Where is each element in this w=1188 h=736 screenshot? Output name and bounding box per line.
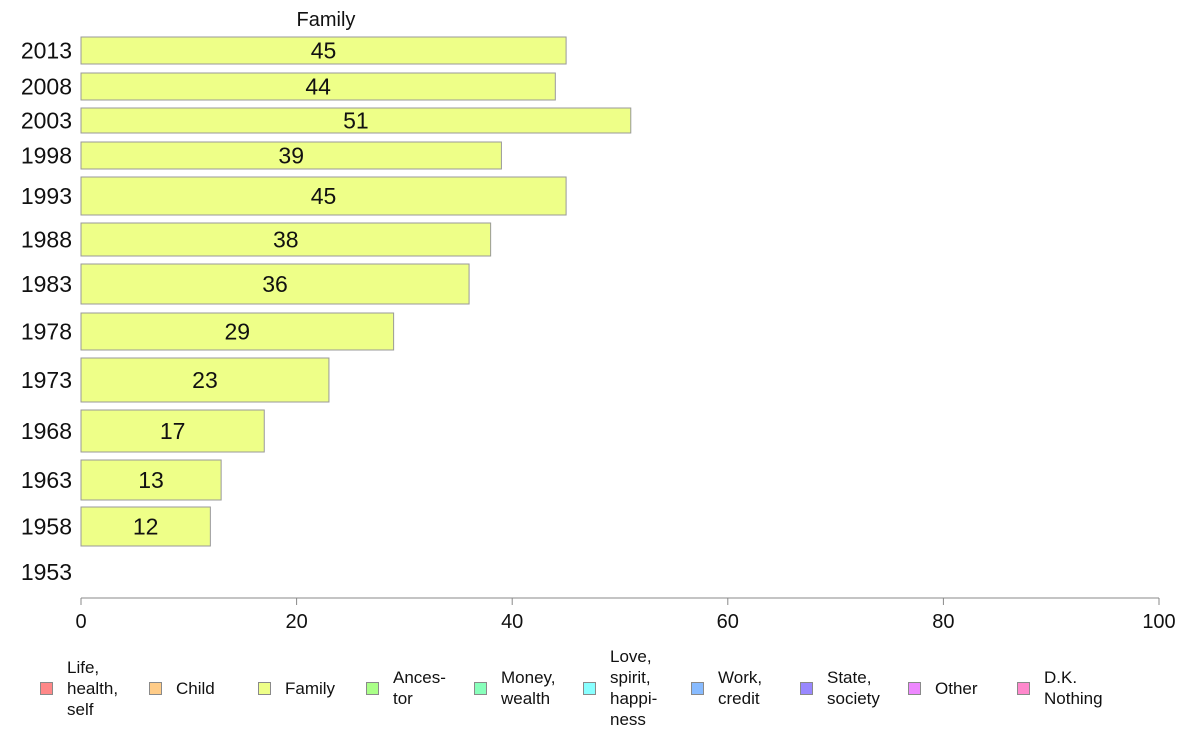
legend-label: Family bbox=[285, 678, 336, 698]
legend-swatch bbox=[149, 681, 162, 695]
x-tick-label-0: 0 bbox=[75, 611, 86, 633]
bar-2008 bbox=[80, 72, 556, 101]
legend-swatch bbox=[258, 681, 271, 695]
legend-swatch bbox=[908, 681, 921, 695]
bar-value-label-1963: 13 bbox=[138, 467, 164, 493]
legend-label: Life, health, self bbox=[67, 657, 119, 719]
year-label-1963: 1963 bbox=[21, 467, 72, 493]
legend-swatch bbox=[691, 681, 704, 695]
legend-item-8: Other bbox=[908, 640, 978, 736]
year-label-1993: 1993 bbox=[21, 183, 72, 209]
bar-1973 bbox=[80, 357, 330, 403]
bar-value-label-1973: 23 bbox=[192, 367, 218, 393]
bar-value-label-2013: 45 bbox=[311, 38, 337, 64]
year-label-1978: 1978 bbox=[21, 319, 72, 345]
year-label-1958: 1958 bbox=[21, 514, 72, 540]
year-label-1953: 1953 bbox=[21, 559, 72, 585]
bar-1988 bbox=[80, 222, 492, 257]
legend-item-1: Child bbox=[149, 640, 215, 736]
legend-swatch bbox=[474, 681, 487, 695]
legend-item-3: Ances- tor bbox=[366, 640, 446, 736]
x-tick-label-20: 20 bbox=[285, 611, 307, 633]
bar-1963 bbox=[80, 459, 222, 501]
legend-label: Ances- tor bbox=[393, 668, 446, 708]
bar-1978 bbox=[80, 312, 395, 351]
bar-value-label-1993: 45 bbox=[311, 183, 337, 209]
bar-1968 bbox=[80, 409, 265, 453]
legend-item-4: Money, wealth bbox=[474, 640, 556, 736]
bar-2013 bbox=[80, 36, 567, 65]
year-labels: 2013 2008 2003 1998 1993 1988 1983 1978 1973 1968… bbox=[21, 38, 72, 586]
bar-value-label-1983: 36 bbox=[262, 271, 288, 297]
year-label-2013: 2013 bbox=[21, 38, 72, 64]
year-label-2003: 2003 bbox=[21, 108, 72, 134]
legend-label: Money, wealth bbox=[501, 668, 556, 708]
legend-label: Other bbox=[935, 678, 978, 698]
legend-swatch bbox=[366, 681, 379, 695]
x-tick-label-60: 60 bbox=[717, 611, 739, 633]
legend-label: D.K. Nothing bbox=[1044, 668, 1103, 708]
bar-value-label-1958: 12 bbox=[133, 514, 159, 540]
legend-label: Child bbox=[176, 678, 215, 698]
legend-item-7: State, society bbox=[800, 640, 880, 736]
legend-label: Love, spirit, happi- ness bbox=[610, 647, 658, 729]
legend-item-5: Love, spirit, happi- ness bbox=[583, 640, 657, 736]
legend-item-2: Family bbox=[258, 640, 335, 736]
legend-label: State, society bbox=[827, 668, 880, 708]
bar-value-label-1968: 17 bbox=[160, 418, 186, 444]
year-label-1988: 1988 bbox=[21, 227, 72, 253]
legend-label: Work, credit bbox=[718, 668, 763, 708]
legend-swatch bbox=[583, 681, 596, 695]
bar-value-label-2003: 51 bbox=[343, 108, 369, 134]
legend-item-0: Life, health, self bbox=[40, 640, 118, 736]
bar-1983 bbox=[80, 263, 470, 305]
year-label-2008: 2008 bbox=[21, 74, 72, 100]
legend-item-6: Work, credit bbox=[691, 640, 762, 736]
bar-value-label-1978: 29 bbox=[225, 319, 251, 345]
year-label-1998: 1998 bbox=[21, 143, 72, 169]
bar-2003 bbox=[80, 107, 632, 134]
x-tick-label-80: 80 bbox=[932, 611, 954, 633]
legend-swatch bbox=[800, 681, 813, 695]
chart-title: Family bbox=[297, 9, 356, 31]
bar-value-label-1988: 38 bbox=[273, 227, 299, 253]
year-label-1973: 1973 bbox=[21, 367, 72, 393]
legend-item-9: D.K. Nothing bbox=[1017, 640, 1103, 736]
x-axis: 0 20 40 60 80 100 bbox=[75, 597, 1176, 633]
year-label-1968: 1968 bbox=[21, 418, 72, 444]
bar-1998 bbox=[80, 141, 502, 170]
bar-value-label-1998: 39 bbox=[278, 143, 304, 169]
bar-1958 bbox=[80, 506, 211, 547]
bar-value-label-2008: 44 bbox=[305, 74, 331, 100]
year-label-1983: 1983 bbox=[21, 271, 72, 297]
bar-1993 bbox=[80, 176, 567, 216]
x-tick-label-40: 40 bbox=[501, 611, 523, 633]
legend-swatch bbox=[40, 681, 53, 695]
legend: Life, health, self Child Family Ances- tor M… bbox=[0, 640, 1188, 736]
legend-swatch bbox=[1017, 681, 1030, 695]
x-tick-label-100: 100 bbox=[1142, 611, 1175, 633]
